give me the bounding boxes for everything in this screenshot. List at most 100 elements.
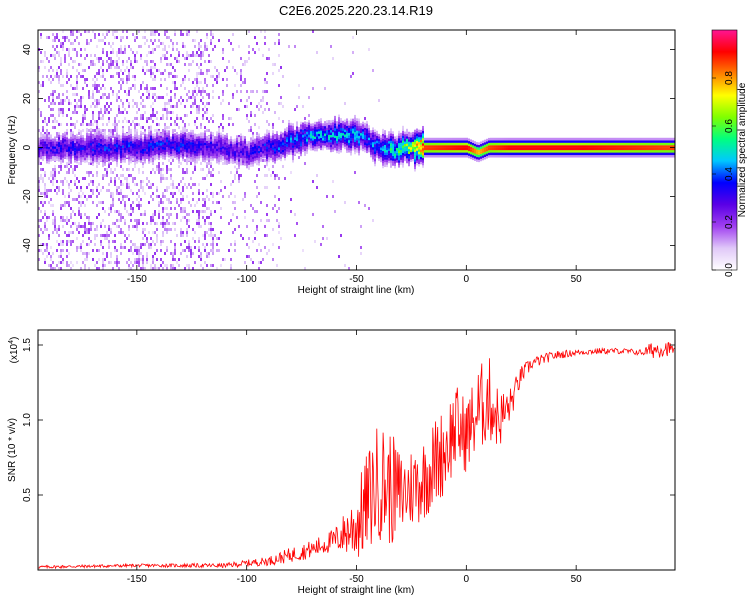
heatmap-cell [194,246,196,249]
heatmap-cell [76,249,78,252]
heatmap-ridge-cell [414,146,416,150]
heatmap-ridge-cell [422,125,424,129]
heatmap-ridge-cell [114,156,116,159]
heatmap-cell [160,198,162,201]
heatmap-ridge-cell [186,149,188,153]
heatmap-cell [136,111,138,114]
heatmap-ridge-cell [174,138,176,141]
heatmap-ridge-cell [144,160,146,164]
heatmap-cell [128,87,130,90]
heatmap-cell [104,237,106,240]
heatmap-cell [142,117,144,120]
heatmap-cell [98,84,100,87]
heatmap-cell [62,36,64,39]
heatmap-cell [142,93,144,96]
heatmap-ridge-cell [98,152,100,156]
heatmap-ridge-cell [434,145,436,148]
heatmap-ridge-cell [182,134,184,137]
heatmap-cell [160,168,162,171]
heatmap-cell [266,186,268,189]
heatmap-cell [168,186,170,189]
heatmap-cell [68,171,70,174]
heatmap-cell [110,171,112,174]
heatmap-ridge-cell [210,136,212,140]
heatmap-ridge-cell [330,142,332,145]
heatmap-ridge-cell [136,151,138,154]
heatmap-cell [250,204,252,207]
heatmap-cell [122,126,124,129]
heatmap-ridge-cell [248,145,250,148]
heatmap-ridge-cell [134,153,136,157]
heatmap-ridge-cell [42,151,44,154]
heatmap-cell [244,216,246,219]
heatmap-cell [112,171,114,174]
heatmap-cell [266,57,268,60]
heatmap-cell [126,210,128,213]
heatmap-ridge-cell [360,135,362,139]
heatmap-ridge-cell [148,139,150,142]
heatmap-ridge-cell [180,149,182,153]
heatmap-ridge-cell [300,146,302,149]
heatmap-cell [202,192,204,195]
heatmap-cell [192,105,194,108]
heatmap-cell [138,261,140,264]
heatmap-cell [202,168,204,171]
heatmap-cell [110,60,112,63]
heatmap-ridge-cell [184,137,186,140]
heatmap-cell [182,216,184,219]
heatmap-ridge-cell [154,133,156,136]
heatmap-ridge-cell [252,134,254,138]
heatmap-cell [94,129,96,132]
heatmap-cell [192,54,194,57]
heatmap-cell [134,39,136,42]
heatmap-ridge-cell [262,150,264,154]
heatmap-cell [348,267,350,270]
heatmap-ridge-cell [210,148,212,152]
heatmap-cell [80,201,82,204]
heatmap-cell [44,210,46,213]
heatmap-ridge-cell [422,152,424,156]
heatmap-cell [170,192,172,195]
heatmap-cell [204,234,206,237]
heatmap-cell [124,108,126,111]
heatmap-ridge-cell [120,143,122,146]
heatmap-cell [164,252,166,255]
heatmap-cell [194,96,196,99]
heatmap-ridge-cell [82,139,84,143]
heatmap-cell [158,165,160,168]
heatmap-ridge-cell [92,151,94,154]
heatmap-cell [230,117,232,120]
heatmap-ridge-cell [130,146,132,149]
heatmap-cell [246,90,248,93]
heatmap-cell [216,249,218,252]
heatmap-cell [158,162,160,165]
heatmap-cell [278,207,280,210]
heatmap-cell [188,240,190,243]
heatmap-cell [206,48,208,51]
heatmap-ridge-cell [166,132,168,135]
heatmap-cell [128,126,130,129]
heatmap-ridge-cell [184,151,186,155]
heatmap-ridge-cell [334,128,336,131]
heatmap-ridge-cell [166,144,168,148]
heatmap-ridge-cell [114,151,116,154]
heatmap-cell [52,219,54,222]
heatmap-cell [142,132,144,135]
heatmap-ridge-cell [358,133,360,136]
heatmap-ridge-cell [284,128,286,132]
heatmap-cell [152,51,154,54]
heatmap-ridge-cell [176,132,178,136]
heatmap-cell [102,234,104,237]
heatmap-ridge-cell [328,122,330,126]
heatmap-ridge-cell [110,143,112,146]
heatmap-cell [68,186,70,189]
heatmap-cell [186,168,188,171]
heatmap-ridge-cell [204,130,206,133]
heatmap-cell [118,177,120,180]
heatmap-ridge-cell [60,137,62,141]
heatmap-cell [248,141,250,144]
heatmap-ridge-cell [314,148,316,152]
heatmap-ridge-cell [184,141,186,145]
heatmap-cell [124,45,126,48]
heatmap-ridge-cell [340,118,342,121]
